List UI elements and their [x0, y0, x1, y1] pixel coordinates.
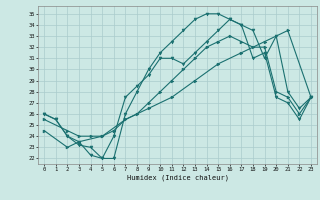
X-axis label: Humidex (Indice chaleur): Humidex (Indice chaleur): [127, 174, 228, 181]
